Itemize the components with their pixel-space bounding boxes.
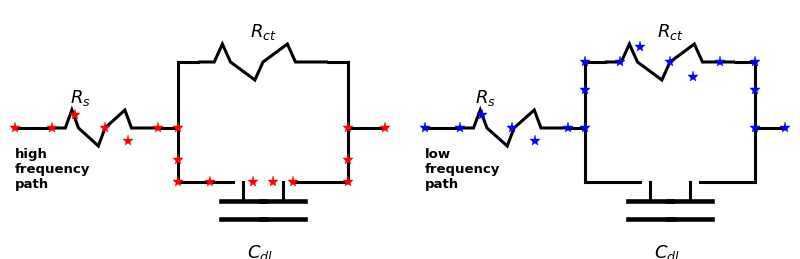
Text: $C_{dl}$: $C_{dl}$ (247, 243, 273, 259)
Text: high
frequency
path: high frequency path (15, 148, 90, 191)
Text: $R_s$: $R_s$ (70, 88, 90, 108)
Text: $R_{ct}$: $R_{ct}$ (250, 22, 276, 42)
Text: $C_{dl}$: $C_{dl}$ (654, 243, 680, 259)
Text: low
frequency
path: low frequency path (425, 148, 500, 191)
Text: $R_{ct}$: $R_{ct}$ (657, 22, 683, 42)
Text: $R_s$: $R_s$ (474, 88, 495, 108)
